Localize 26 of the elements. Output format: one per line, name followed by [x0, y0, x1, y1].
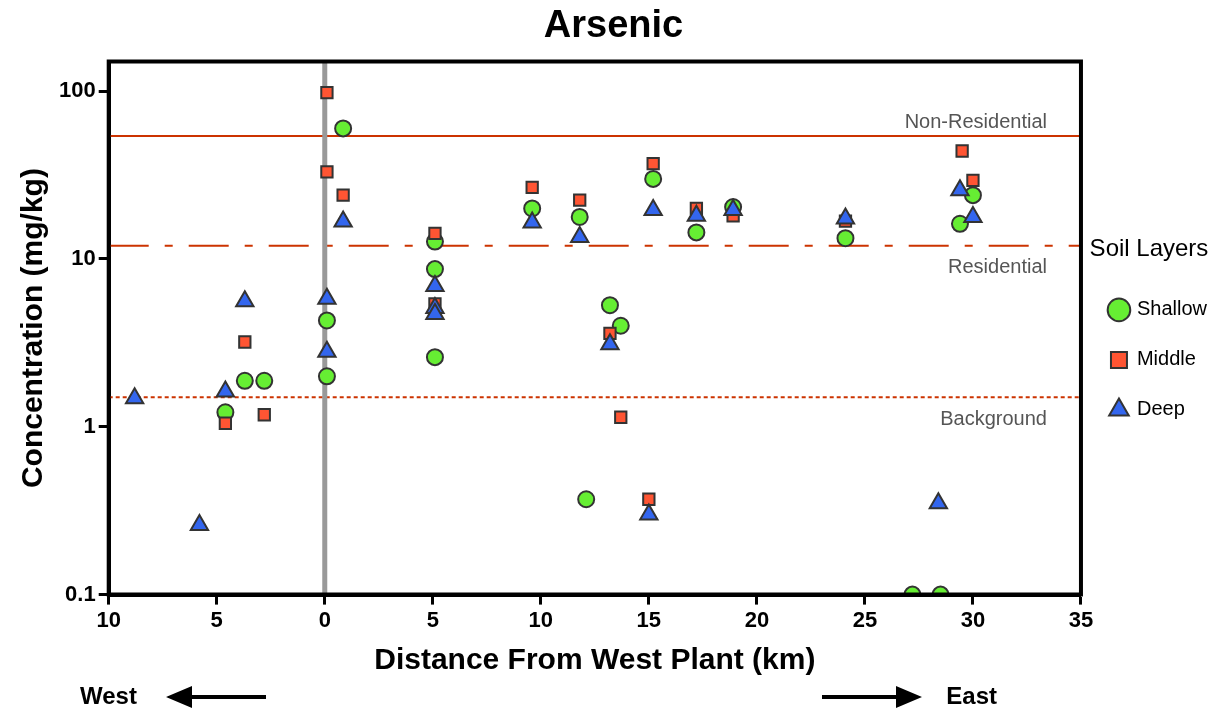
x-tick-label: 10 [96, 606, 121, 632]
y-tick-label: 10 [71, 245, 96, 271]
y-tick-label: 100 [58, 77, 96, 103]
x-tick-label: 0 [318, 606, 331, 632]
x-axis-title: Distance From West Plant (km) [374, 642, 816, 676]
x-tick-label: 20 [744, 606, 770, 632]
ref-line-label: Non-Residential [904, 109, 1047, 132]
text: West [80, 682, 137, 710]
x-tick-label: 25 [852, 606, 878, 632]
legend-label: Middle [1136, 347, 1196, 370]
x-tick-label: 10 [528, 606, 554, 632]
chart-title: Arsenic [543, 3, 684, 46]
y-tick-label: 1 [83, 412, 96, 438]
y-tick-label: 0.1 [65, 580, 96, 606]
legend-label: Deep [1136, 397, 1185, 420]
x-tick-label: 5 [426, 606, 439, 632]
ref-line-label: Background [940, 406, 1047, 429]
x-tick-label: 35 [1068, 606, 1094, 632]
legend-label: Shallow [1136, 297, 1208, 320]
x-tick-label: 15 [636, 606, 662, 632]
x-tick-label: 30 [960, 606, 986, 632]
text: East [946, 682, 997, 710]
legend-title: Soil Layers [1089, 233, 1209, 261]
ref-line-label: Residential [948, 255, 1047, 278]
y-axis-title: Concentration (mg/kg) [15, 168, 49, 489]
x-tick-label: 5 [210, 606, 223, 632]
